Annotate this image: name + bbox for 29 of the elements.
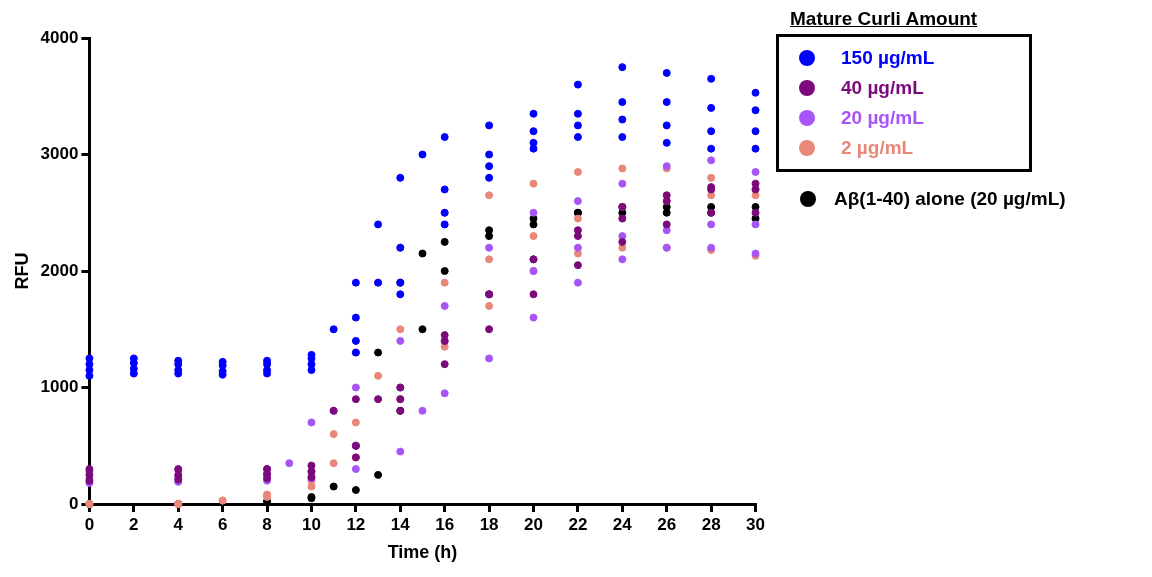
x-tick-label: 2 xyxy=(129,514,139,534)
x-tick-label: 12 xyxy=(346,514,366,534)
x-tick-label: 26 xyxy=(657,514,677,534)
x-tick-label: 20 xyxy=(524,514,543,534)
x-tick-label: 30 xyxy=(746,514,766,534)
x-tick-label: 24 xyxy=(612,514,633,534)
x-tick-label: 16 xyxy=(435,514,455,534)
legend-label: 40 µg/mL xyxy=(841,77,924,99)
x-tick-label: 0 xyxy=(84,514,95,534)
y-tick-label: 1000 xyxy=(40,377,79,397)
legend-label: 2 µg/mL xyxy=(841,137,914,159)
y-axis-title: RFU xyxy=(11,252,32,290)
x-axis-title: Time (h) xyxy=(387,542,458,563)
legend-label: 20 µg/mL xyxy=(841,107,924,129)
x-tick-label: 6 xyxy=(217,514,228,534)
y-tick-label: 3000 xyxy=(40,144,79,164)
y-tick-label: 4000 xyxy=(40,27,79,47)
x-tick-label: 18 xyxy=(479,514,499,534)
x-tick-label: 4 xyxy=(173,514,184,534)
x-tick-label: 14 xyxy=(390,514,411,534)
legend-title: Mature Curli Amount xyxy=(790,8,979,31)
legend-label: Aβ(1-40) alone (20 µg/mL) xyxy=(834,188,1066,210)
x-tick-label: 28 xyxy=(701,514,721,534)
x-tick-label: 10 xyxy=(302,514,321,534)
legend-label: 150 µg/mL xyxy=(841,47,935,69)
y-tick-label: 0 xyxy=(68,493,79,513)
x-tick-label: 22 xyxy=(568,514,588,534)
y-tick-label: 2000 xyxy=(40,260,79,280)
x-tick-label: 8 xyxy=(262,514,272,534)
